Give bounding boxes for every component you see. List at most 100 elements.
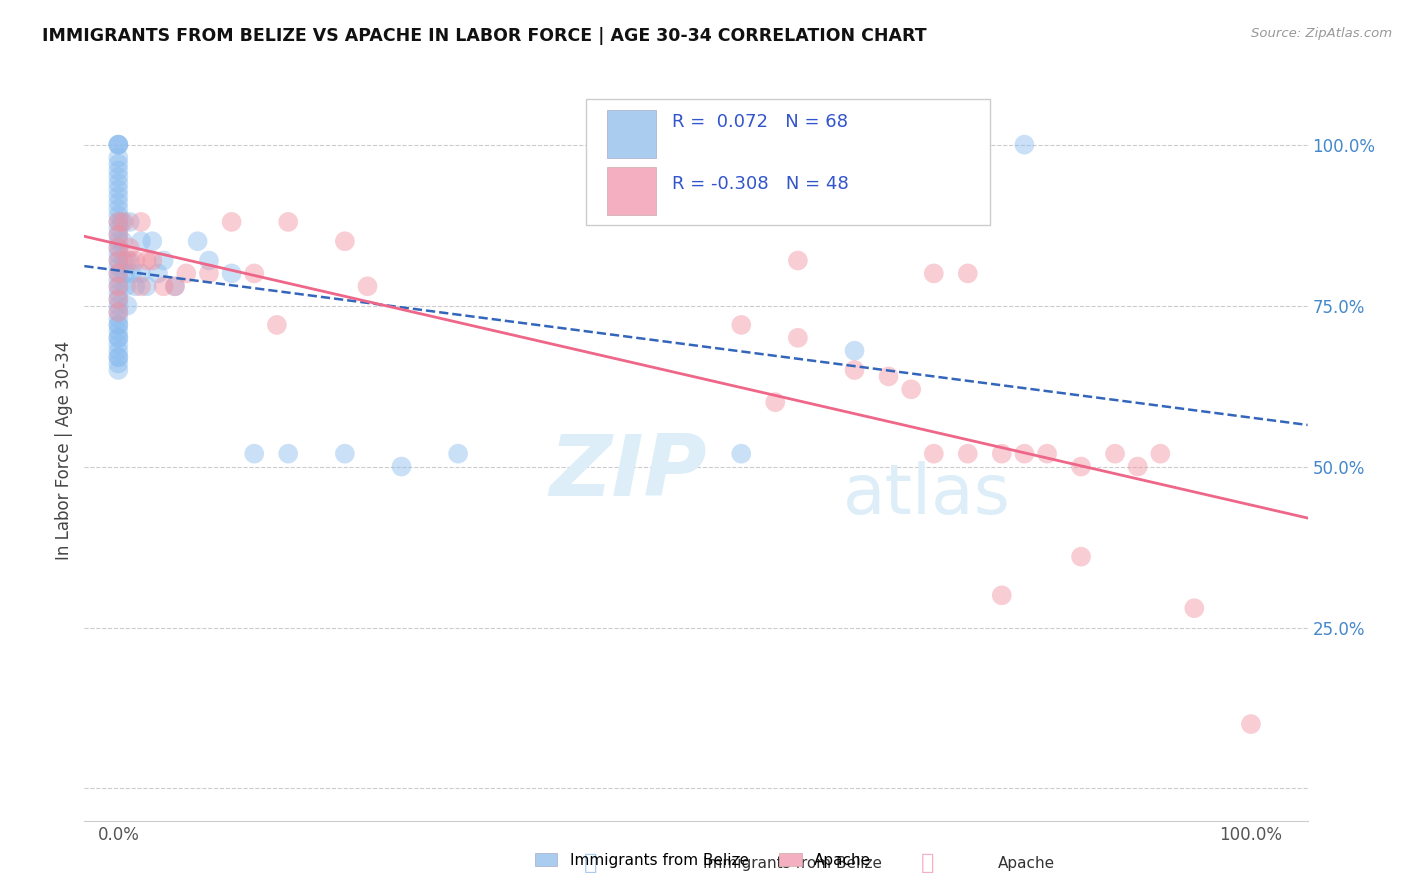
Point <box>163 279 186 293</box>
Point <box>1070 549 1092 564</box>
Point <box>107 157 129 171</box>
Point <box>174 267 197 281</box>
Point <box>356 279 378 293</box>
Text: atlas: atlas <box>842 461 1011 528</box>
Point <box>124 253 146 268</box>
Point <box>129 267 152 281</box>
Point <box>1149 447 1171 461</box>
Bar <box>606 167 655 215</box>
Point <box>1104 447 1126 461</box>
Point <box>107 350 129 364</box>
Text: Apache: Apache <box>998 856 1056 871</box>
Point <box>730 318 752 332</box>
Point <box>243 267 266 281</box>
Point <box>107 137 129 152</box>
Point <box>121 267 143 281</box>
Point <box>117 253 139 268</box>
Point <box>118 253 141 268</box>
Point <box>991 447 1014 461</box>
Point <box>1182 601 1205 615</box>
Point <box>277 215 299 229</box>
Point <box>107 279 129 293</box>
Point <box>922 447 945 461</box>
Point <box>115 279 138 293</box>
Point <box>787 253 810 268</box>
Point <box>118 215 141 229</box>
Point <box>107 350 129 364</box>
Point <box>107 363 129 377</box>
Point <box>111 234 134 248</box>
Point <box>114 267 136 281</box>
Text: R =  0.072   N = 68: R = 0.072 N = 68 <box>672 113 848 131</box>
Point <box>391 459 413 474</box>
Point <box>763 395 786 409</box>
Point <box>107 163 129 178</box>
Point <box>107 318 129 332</box>
Legend: Immigrants from Belize, Apache: Immigrants from Belize, Apache <box>527 845 879 875</box>
Point <box>956 447 979 461</box>
Point <box>1126 459 1149 474</box>
Point <box>152 279 174 293</box>
Point <box>956 267 979 281</box>
FancyBboxPatch shape <box>586 99 990 225</box>
Point <box>112 253 135 268</box>
Point <box>107 215 129 229</box>
Point <box>107 253 129 268</box>
Point <box>991 588 1014 602</box>
Point <box>221 267 243 281</box>
Point <box>107 183 129 197</box>
Y-axis label: In Labor Force | Age 30-34: In Labor Force | Age 30-34 <box>55 341 73 560</box>
Point <box>107 260 129 274</box>
Point <box>198 253 221 268</box>
Point <box>107 137 129 152</box>
Text: ZIP: ZIP <box>550 431 707 514</box>
Point <box>243 447 266 461</box>
Point <box>877 369 900 384</box>
Point <box>141 253 163 268</box>
Point <box>107 357 129 371</box>
Point <box>107 343 129 358</box>
Point <box>107 305 129 319</box>
Point <box>107 311 129 326</box>
Point <box>447 447 470 461</box>
Text: Source: ZipAtlas.com: Source: ZipAtlas.com <box>1251 27 1392 40</box>
Point <box>333 447 356 461</box>
Text: R = -0.308   N = 48: R = -0.308 N = 48 <box>672 175 848 193</box>
Point <box>107 292 129 306</box>
Point <box>107 285 129 300</box>
Point <box>141 234 163 248</box>
Point <box>107 273 129 287</box>
Point <box>107 202 129 216</box>
Point <box>844 343 866 358</box>
Point <box>844 363 866 377</box>
Point <box>129 215 152 229</box>
Point <box>333 234 356 248</box>
Point <box>111 215 134 229</box>
Point <box>107 299 129 313</box>
Bar <box>606 110 655 158</box>
Point <box>107 292 129 306</box>
Text: ⬜: ⬜ <box>583 854 598 873</box>
Point <box>107 215 129 229</box>
Point <box>107 189 129 203</box>
Point <box>135 253 157 268</box>
Point <box>107 318 129 332</box>
Point <box>107 176 129 190</box>
Point <box>107 331 129 345</box>
Point <box>107 279 129 293</box>
Point <box>107 227 129 242</box>
Point <box>129 279 152 293</box>
Point <box>107 209 129 223</box>
Point <box>107 267 129 281</box>
Point <box>124 279 146 293</box>
Point <box>107 241 129 255</box>
Point <box>107 221 129 235</box>
Text: Immigrants from Belize: Immigrants from Belize <box>703 856 882 871</box>
Point <box>107 337 129 351</box>
Point <box>107 169 129 184</box>
Point <box>1240 717 1263 731</box>
Text: IMMIGRANTS FROM BELIZE VS APACHE IN LABOR FORCE | AGE 30-34 CORRELATION CHART: IMMIGRANTS FROM BELIZE VS APACHE IN LABO… <box>42 27 927 45</box>
Point <box>118 241 141 255</box>
Point <box>107 324 129 338</box>
Point <box>266 318 288 332</box>
